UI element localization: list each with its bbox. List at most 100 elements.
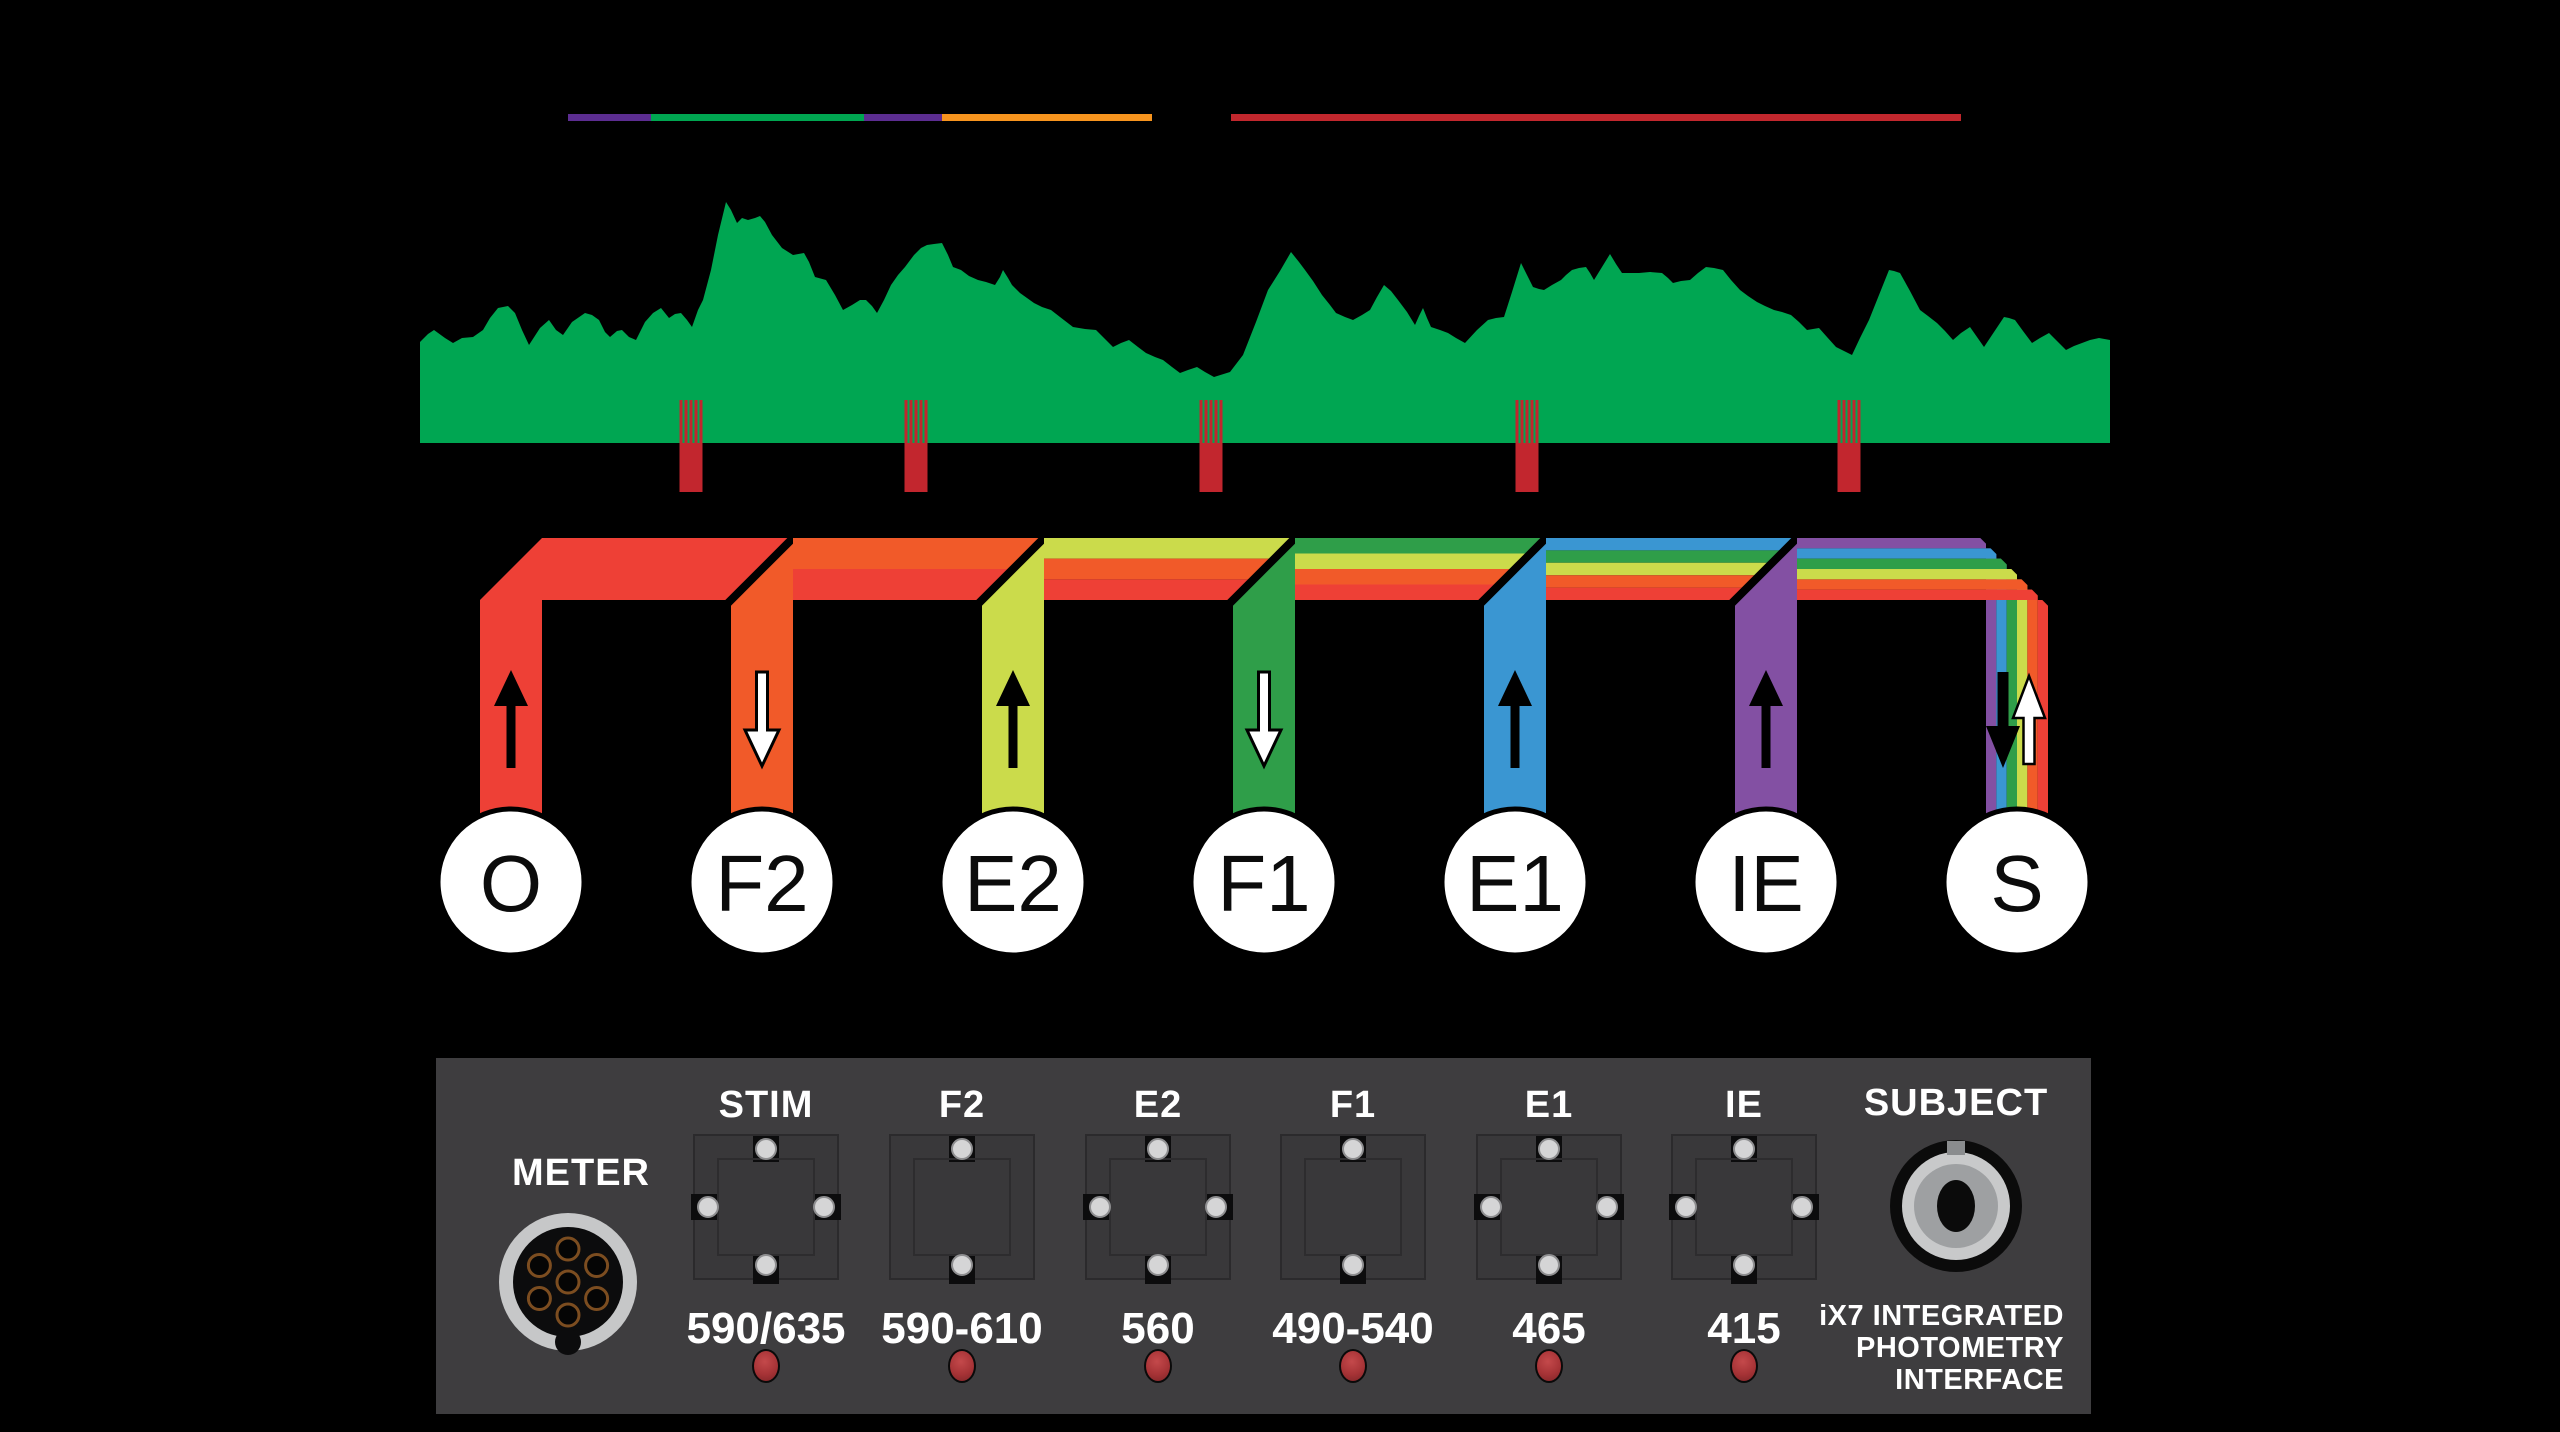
event-marker-tick — [1219, 400, 1223, 443]
port-screw — [1342, 1254, 1364, 1276]
event-marker-tick — [1199, 400, 1203, 443]
arrow-up-icon — [494, 670, 528, 768]
led-indicator — [948, 1349, 976, 1383]
port-label: F2 — [938, 1084, 986, 1126]
event-marker-tick — [699, 400, 703, 443]
led-indicator — [752, 1349, 780, 1383]
event-marker-tick — [909, 400, 913, 443]
device-name-line: PHOTOMETRY — [1855, 1332, 2064, 1364]
panel-column-e2: E2 560 — [1060, 1058, 1256, 1414]
channel-letter-s: S — [1990, 839, 2043, 928]
panel-column-f2: F2 590-610 — [864, 1058, 1060, 1414]
fiber-port — [1083, 1134, 1233, 1284]
meter-pin-holes — [526, 1236, 610, 1328]
port-screw — [755, 1254, 777, 1276]
event-marker-tick — [1847, 400, 1851, 443]
port-screw — [1675, 1196, 1697, 1218]
meter-label: METER — [512, 1152, 650, 1194]
arrow-up-icon — [2011, 672, 2047, 766]
arrow-down-icon — [1986, 672, 2020, 768]
event-marker-tick — [1515, 400, 1519, 443]
port-screw — [813, 1196, 835, 1218]
event-marker-tick — [1852, 400, 1856, 443]
wavelength-label: 465 — [1512, 1304, 1586, 1353]
ribbon-fold-line — [1980, 532, 2054, 606]
port-screw — [1733, 1254, 1755, 1276]
channel-circle-o — [435, 806, 587, 958]
arrow-up-icon — [1498, 670, 1532, 768]
port-screw — [1538, 1254, 1560, 1276]
device-name-line: iX7 INTEGRATED — [1819, 1300, 2064, 1332]
event-marker-tick — [1525, 400, 1529, 443]
fiber-bundle-segment — [1044, 558, 1275, 580]
wavelength-label: 560 — [1121, 1304, 1195, 1353]
fiber-port — [691, 1134, 841, 1284]
port-inner-frame — [1304, 1158, 1402, 1256]
subject-connector — [1890, 1140, 2022, 1272]
fiber-bundle-segment — [793, 538, 1044, 569]
port-screw — [1205, 1196, 1227, 1218]
panel-column-e1: E1 465 — [1451, 1058, 1647, 1414]
port-screw — [1480, 1196, 1502, 1218]
meter-connector — [499, 1213, 637, 1355]
channel-circle-ie — [1690, 806, 1842, 958]
port-screw — [697, 1196, 719, 1218]
port-label: IE — [1725, 1084, 1763, 1126]
fiber-bundle-segment — [1546, 538, 1797, 551]
event-marker-tick — [1204, 400, 1208, 443]
event-marker-tick — [924, 400, 928, 443]
event-marker-base — [1515, 443, 1539, 492]
fiber-bundle-segment — [793, 569, 1013, 600]
event-marker-base — [679, 443, 703, 492]
channel-letter-f2: F2 — [715, 839, 808, 928]
subject-bore — [1937, 1180, 1975, 1232]
port-screw — [1733, 1138, 1755, 1160]
fiber-bundle-segment — [1546, 575, 1760, 588]
channel-circle-e2 — [937, 806, 1089, 958]
event-marker-tick — [1857, 400, 1861, 443]
event-marker-tick — [1214, 400, 1218, 443]
event-marker-base — [1837, 443, 1861, 492]
port-inner-frame — [1500, 1158, 1598, 1256]
ribbon-fold-line — [976, 532, 1050, 606]
port-inner-frame — [717, 1158, 815, 1256]
arrow-down-icon — [1244, 670, 1284, 770]
timeline-segment-purple — [568, 114, 651, 121]
port-screw — [1791, 1196, 1813, 1218]
timeline-segment-purple — [864, 114, 942, 121]
fiber-bundle-segment — [1295, 569, 1515, 585]
channel-letter-e2: E2 — [964, 839, 1062, 928]
timeline-segment-green — [651, 114, 864, 121]
device-name: iX7 INTEGRATED PHOTOMETRY INTERFACE — [1819, 1300, 2064, 1396]
subject-label: SUBJECT — [1863, 1082, 2049, 1124]
port-screw — [951, 1138, 973, 1160]
ribbon-fold-line — [1227, 532, 1301, 606]
event-marker-tick — [919, 400, 923, 443]
fiber-bundle-segment — [1546, 562, 1773, 576]
port-screw — [1147, 1138, 1169, 1160]
event-marker-tick — [684, 400, 688, 443]
fiber-bundle-segment — [542, 538, 793, 600]
port-screw — [1089, 1196, 1111, 1218]
event-marker-tick — [1209, 400, 1213, 443]
event-marker-tick — [904, 400, 908, 443]
port-inner-frame — [1695, 1158, 1793, 1256]
meter-keyway — [555, 1329, 581, 1355]
arrow-up-icon — [996, 670, 1030, 768]
ribbon-s-stripe — [1797, 558, 2017, 858]
port-screw — [951, 1254, 973, 1276]
led-indicator — [1730, 1349, 1758, 1383]
event-marker-tick — [1520, 400, 1524, 443]
port-screw — [755, 1138, 777, 1160]
wavelength-label: 490-540 — [1272, 1304, 1434, 1353]
fiber-bundle-segment — [1295, 538, 1546, 554]
event-marker-tick — [689, 400, 693, 443]
device-panel: METER STIM — [436, 1058, 2091, 1414]
port-screw — [1342, 1138, 1364, 1160]
port-screw — [1596, 1196, 1618, 1218]
event-marker-tick — [1837, 400, 1841, 443]
fiber-bundle-segment — [1044, 538, 1295, 559]
panel-column-ie: IE 415 — [1646, 1058, 1842, 1414]
subject-ring-notch — [1947, 1141, 1965, 1155]
